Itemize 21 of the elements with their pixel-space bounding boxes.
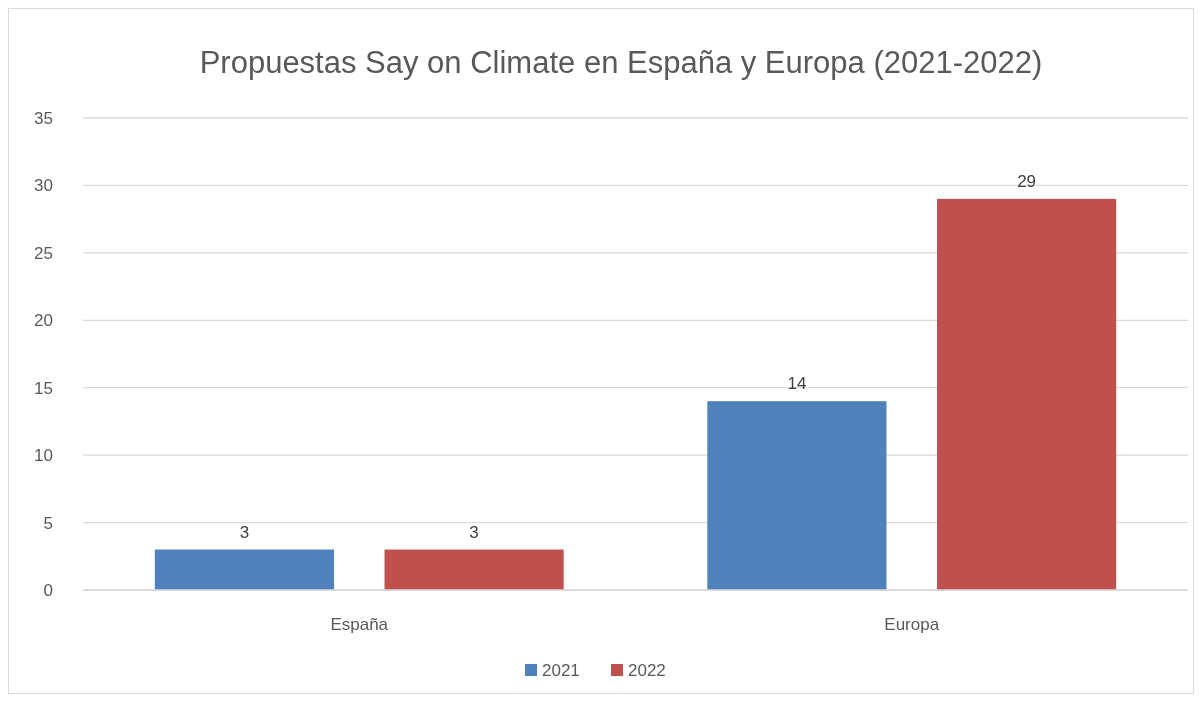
y-tick-label: 15 — [34, 378, 53, 398]
bar — [937, 198, 1117, 590]
data-label: 14 — [787, 374, 807, 394]
bar — [154, 549, 334, 590]
legend-label: 2021 — [542, 660, 580, 680]
x-tick-label: Europa — [884, 615, 940, 634]
x-tick-label: España — [330, 615, 389, 634]
bar — [384, 549, 564, 590]
y-tick-label: 5 — [43, 513, 53, 533]
legend-label: 2022 — [628, 660, 666, 680]
y-tick-label: 20 — [34, 311, 53, 331]
data-label: 3 — [239, 522, 250, 542]
data-label: 3 — [469, 522, 479, 542]
data-label: 29 — [1017, 171, 1037, 191]
bar — [707, 401, 887, 590]
y-tick-label: 10 — [34, 446, 53, 466]
chart-title: Propuestas Say on Climate en España y Europa (2021-2022) — [199, 45, 1043, 80]
y-tick-label: 0 — [43, 580, 53, 600]
y-tick-label: 35 — [34, 108, 53, 128]
y-tick-label: 30 — [34, 176, 53, 196]
y-tick-label: 25 — [34, 243, 53, 263]
